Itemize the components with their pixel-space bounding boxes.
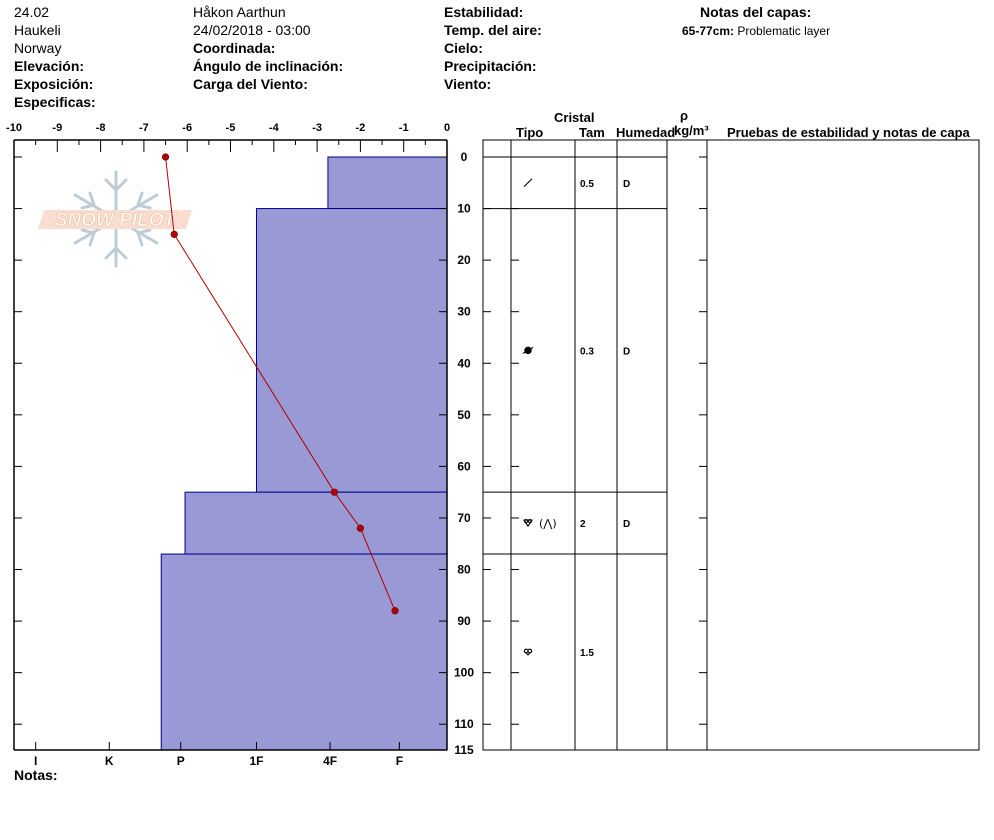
depth-hoar-small-icon [523, 648, 533, 656]
depth-tick-label: 50 [457, 408, 471, 422]
temperature-profile [161, 153, 399, 615]
hardness-layer-bar [184, 491, 448, 555]
temp-tick-label: -6 [182, 122, 192, 134]
location-text: Haukeli [14, 22, 61, 38]
elevation-label: Elevación: [14, 58, 85, 74]
layer-note: 65-77cm: Problematic layer [682, 22, 830, 40]
depth-tick-label: 90 [457, 614, 471, 628]
moisture-value: D [623, 179, 630, 190]
table-row: 0.5 D [523, 178, 630, 190]
depth-tick-label: 80 [457, 563, 471, 577]
depth-tick-label: 100 [454, 666, 474, 680]
temp-tick-label: -2 [356, 122, 366, 134]
dot-circle-icon [522, 346, 534, 355]
layer-table-rows: 0.5 D 0.3 D (⋀) 2 D 1.5 [483, 156, 667, 659]
depth-tick-label: 20 [457, 253, 471, 267]
observer-name: Håkon Aarthun [193, 4, 286, 20]
depth-tick-label: 115 [454, 743, 474, 757]
temperature-point [391, 607, 399, 615]
specifics-label: Especificas: [14, 94, 96, 110]
sky-label: Cielo: [444, 40, 483, 56]
depth-tick-label: 10 [457, 202, 471, 216]
stability-label: Estabilidad: [444, 4, 524, 20]
wind-load-label: Carga del Viento: [193, 76, 308, 92]
temp-tick-label: -5 [226, 122, 236, 134]
temp-tick-label: 0 [444, 122, 450, 134]
hardness-tick-label: I [34, 754, 37, 768]
moisture-header: Humedad [616, 125, 676, 140]
layer-note-text: Problematic layer [737, 24, 831, 38]
temp-tick-label: -4 [269, 122, 280, 134]
hardness-axis: I K P 1F 4F F [34, 742, 403, 768]
temperature-point [170, 230, 178, 238]
moisture-value: D [623, 346, 630, 357]
observation-datetime: 24/02/2018 - 03:00 [193, 22, 311, 38]
depth-tick-label: 110 [454, 717, 474, 731]
rho-header: ρ [680, 108, 689, 123]
temp-tick-label: -10 [6, 122, 22, 134]
moisture-value: D [623, 519, 630, 530]
depth-tick-label: 40 [457, 356, 471, 370]
precipitation-label: Precipitación: [444, 58, 537, 74]
depth-hoar-icon [522, 518, 534, 528]
crystal-size: 2 [580, 519, 586, 530]
depth-tick-label: 70 [457, 511, 471, 525]
slash-icon [523, 178, 533, 188]
country-text: Norway [14, 40, 62, 56]
density-unit-header: kg/m³ [674, 123, 709, 138]
temp-tick-label: -9 [52, 122, 62, 134]
logo-text: SNOW PILOT [55, 210, 177, 231]
snowpilot-logo: SNOW PILOT [38, 170, 192, 268]
hardness-tick-label: 1F [249, 754, 263, 768]
temperature-axis: -10 -9 -8 -7 -6 -5 -4 -3 -2 -1 0 [6, 122, 450, 152]
table-border [482, 139, 980, 751]
crystal-type-secondary: (⋀) [539, 517, 557, 530]
hardness-tick-label: F [396, 754, 403, 768]
temp-tick-label: -3 [312, 122, 322, 134]
tests-header: Pruebas de estabilidad y notas de capa [727, 125, 970, 140]
temperature-point [330, 488, 339, 496]
depth-tick-label: 60 [457, 459, 471, 473]
type-header: Tipo [516, 125, 544, 140]
crystal-size: 0.3 [580, 346, 594, 357]
logo-banner [38, 210, 192, 229]
temperature-point [356, 524, 364, 532]
temperature-point [161, 153, 170, 161]
layer-notes-title: Notas del capas: [700, 4, 812, 20]
crystal-size: 0.5 [580, 179, 594, 190]
temp-tick-label: -8 [96, 122, 106, 134]
table-row: 0.3 D [522, 346, 630, 357]
coordinates-label: Coordinada: [193, 40, 276, 56]
temp-tick-label: -7 [139, 122, 149, 134]
size-header: Tam [579, 125, 605, 140]
depth-axis: 0 10 20 30 40 50 60 70 80 90 100 110 115 [14, 150, 707, 757]
layer-note-depth: 65-77cm: [682, 24, 735, 38]
air-temp-label: Temp. del aire: [444, 22, 542, 38]
temp-tick-label: -1 [399, 122, 409, 134]
hardness-layer-bar [327, 156, 448, 210]
depth-tick-label: 0 [461, 150, 468, 164]
slope-angle-label: Ángulo de inclinación: [193, 58, 344, 74]
hardness-tick-label: 4F [323, 754, 337, 768]
crystal-header: Cristal [554, 110, 595, 125]
table-row: (⋀) 2 D [522, 517, 630, 530]
hardness-layer-bar [160, 553, 448, 751]
exposure-label: Exposición: [14, 76, 94, 92]
depth-tick-label: 30 [457, 305, 471, 319]
notes-label: Notas: [14, 767, 58, 783]
hardness-tick-label: P [177, 754, 185, 768]
table-row: 1.5 [523, 648, 594, 659]
hardness-tick-label: K [105, 754, 114, 768]
layer-table [482, 139, 980, 751]
wind-label: Viento: [444, 76, 492, 92]
hardness-layers [160, 156, 448, 751]
date-text: 24.02 [14, 4, 50, 20]
hardness-layer-bar [255, 208, 448, 493]
crystal-size: 1.5 [580, 648, 594, 659]
